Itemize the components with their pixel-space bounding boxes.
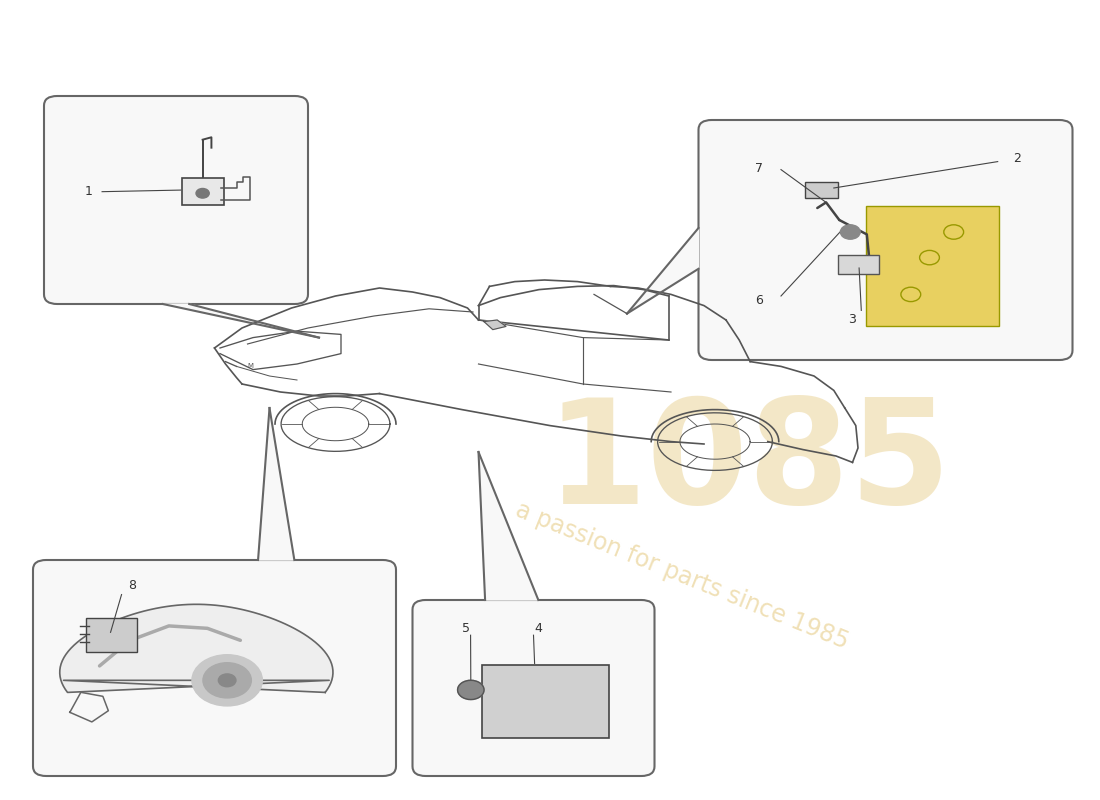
Polygon shape [478,452,538,600]
Polygon shape [258,408,295,560]
Polygon shape [163,304,319,338]
Circle shape [458,680,484,699]
FancyBboxPatch shape [44,96,308,304]
FancyBboxPatch shape [698,120,1072,360]
Text: 1: 1 [85,185,92,198]
Circle shape [840,225,860,239]
Text: a passion for parts since 1985: a passion for parts since 1985 [512,498,852,654]
FancyBboxPatch shape [33,560,396,776]
FancyBboxPatch shape [805,182,838,198]
Text: M: M [248,363,254,370]
Text: 4: 4 [535,622,542,634]
Polygon shape [627,228,698,314]
FancyBboxPatch shape [866,206,999,326]
Text: 5: 5 [462,622,470,634]
FancyBboxPatch shape [182,178,223,206]
FancyBboxPatch shape [87,618,138,651]
Circle shape [204,662,251,698]
Text: 3: 3 [848,314,857,326]
Text: 7: 7 [755,162,763,174]
Circle shape [191,654,263,706]
FancyBboxPatch shape [482,665,609,738]
Polygon shape [59,604,333,693]
Polygon shape [484,320,506,330]
FancyBboxPatch shape [412,600,654,776]
Circle shape [196,189,209,198]
FancyBboxPatch shape [838,255,879,274]
Text: 6: 6 [755,294,763,306]
Circle shape [218,674,236,686]
Text: 1085: 1085 [546,394,950,534]
Text: 8: 8 [129,579,136,593]
Text: 2: 2 [1013,152,1022,165]
